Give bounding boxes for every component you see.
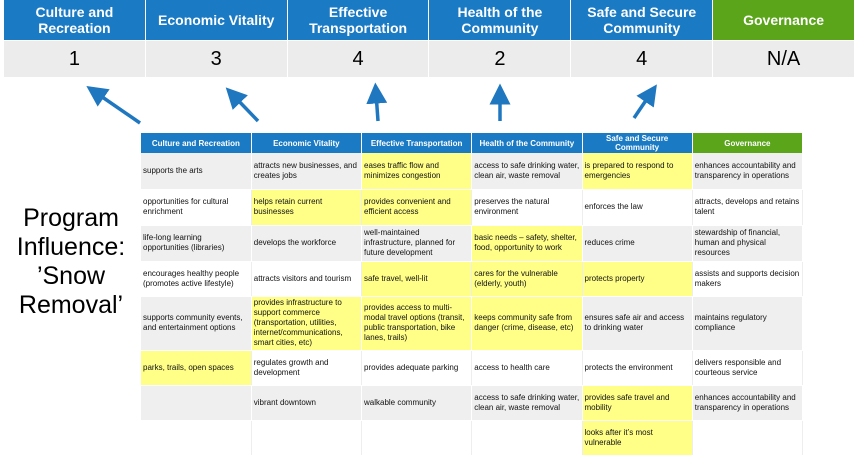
table-row: encourages healthy people (promotes acti… [141,261,804,297]
table-row: looks after it’s most vulnerable [141,420,804,456]
table-cell: preserves the natural environment [471,189,583,226]
table-cell: access to safe drinking water, clean air… [471,153,583,190]
table-cell: enhances accountability and transparency… [692,385,804,421]
table-row: life-long learning opportunities (librar… [141,225,804,262]
influence-table: Culture and Recreation Economic Vitality E… [141,133,804,456]
table-cell: cares for the vulnerable (elderly, youth… [471,261,583,297]
table-cell: helps retain current businesses [251,189,363,226]
column-header: Culture and Recreation [141,133,252,153]
table-cell: safe travel, well-lit [361,261,473,297]
table-cell: delivers responsible and courteous servi… [692,350,804,386]
summary-header: Economic Vitality [145,0,288,40]
table-cell: ensures safe air and access to drinking … [582,296,693,351]
summary-scores: Culture and Recreation Economic Vitality E… [4,0,855,77]
table-cell: reduces crime [582,225,693,262]
arrow-icon [86,86,141,125]
table-cell [361,420,473,456]
table-cell: walkable community [361,385,473,421]
program-title: Program Influence: ’Snow Removal’ [16,204,126,319]
table-cell: access to safe drinking water, clean air… [471,385,583,421]
column-header: Governance [692,133,804,153]
column-header: Safe and Secure Community [582,133,693,153]
table-cell: well-maintained infrastructure, planned … [361,225,473,262]
table-cell: enforces the law [582,189,693,226]
summary-score: 1 [4,40,146,77]
table-cell: eases traffic flow and minimizes congest… [361,153,473,190]
table-cell: stewardship of financial, human and phys… [692,225,804,262]
column-header: Effective Transportation [361,133,473,153]
table-cell: provides convenient and efficient access [361,189,473,226]
summary-header: Health of the Community [429,0,572,40]
table-cell: assists and supports decision makers [692,261,804,297]
table-cell: develops the workforce [251,225,363,262]
summary-header: Governance [713,0,855,40]
table-cell: opportunities for cultural enrichment [141,189,252,226]
summary-header: Effective Transportation [287,0,430,40]
column-header: Health of the Community [471,133,583,153]
table-cell: regulates growth and development [251,350,363,386]
table-cell: protects property [582,261,693,297]
arrow-icon [225,87,260,123]
table-cell: attracts visitors and tourism [251,261,363,297]
summary-score: 3 [145,40,288,77]
table-cell: access to health care [471,350,583,386]
table-cell: provides adequate parking [361,350,473,386]
table-cell: supports the arts [141,153,252,190]
table-cell [692,420,804,456]
table-row: opportunities for cultural enrichment hel… [141,189,804,226]
summary-score: 4 [571,40,714,77]
table-cell: keeps community safe from danger (crime,… [471,296,583,351]
table-row: vibrant downtown walkable community access… [141,385,804,421]
table-cell [141,385,252,421]
summary-score: N/A [713,40,855,77]
summary-score: 4 [287,40,430,77]
table-cell: attracts, develops and retains talent [692,189,804,226]
table-cell: enhances accountability and transparency… [692,153,804,190]
table-cell [141,420,252,456]
table-cell [251,420,363,456]
table-row: parks, trails, open spaces regulates grow… [141,350,804,386]
table-cell: parks, trails, open spaces [141,350,252,386]
table-row: supports community events, and entertain… [141,296,804,351]
table-cell: is prepared to respond to emergencies [582,153,693,190]
table-cell: provides infrastructure to support comme… [251,296,363,351]
table-cell: encourages healthy people (promotes acti… [141,261,252,297]
summary-header: Safe and Secure Community [571,0,714,40]
table-cell: provides access to multi-modal travel op… [361,296,473,351]
table-cell: looks after it’s most vulnerable [582,420,693,456]
table-cell: basic needs – safety, shelter, food, opp… [471,225,583,262]
summary-header: Culture and Recreation [4,0,146,40]
table-cell: life-long learning opportunities (librar… [141,225,252,262]
table-cell: vibrant downtown [251,385,363,421]
table-cell [471,420,583,456]
table-row: supports the arts attracts new businesses… [141,153,804,190]
table-cell: provides safe travel and mobility [582,385,693,421]
table-cell: maintains regulatory compliance [692,296,804,351]
summary-score: 2 [429,40,572,77]
table-cell: protects the environment [582,350,693,386]
table-cell: attracts new businesses, and creates job… [251,153,363,190]
arrow-icon [366,82,388,122]
arrow-icon [632,84,657,119]
table-cell: supports community events, and entertain… [141,296,252,351]
column-header: Economic Vitality [251,133,363,153]
